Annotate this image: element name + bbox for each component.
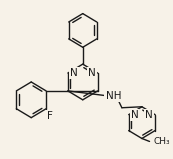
- Text: N: N: [145, 110, 153, 120]
- Text: F: F: [47, 111, 53, 121]
- Text: N: N: [131, 110, 138, 120]
- Text: NH: NH: [106, 91, 121, 101]
- Text: CH₃: CH₃: [153, 137, 170, 146]
- Text: N: N: [70, 68, 78, 78]
- Text: N: N: [88, 68, 96, 78]
